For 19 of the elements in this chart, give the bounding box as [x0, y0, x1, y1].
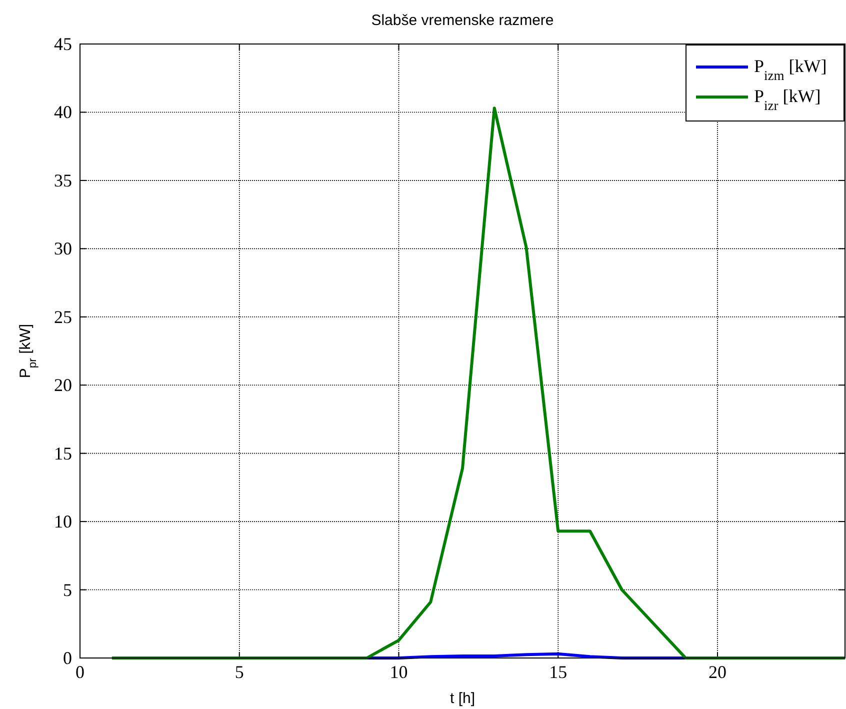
- y-tick-label: 35: [54, 170, 72, 190]
- y-tick-label: 30: [54, 238, 72, 259]
- y-tick-label: 0: [63, 648, 72, 668]
- y-tick-label: 10: [54, 512, 72, 532]
- y-tick-label: 25: [54, 306, 72, 327]
- y-tick-label: 20: [54, 375, 72, 396]
- x-tick-label: 15: [549, 662, 568, 682]
- y-tick-label: 5: [63, 580, 72, 600]
- x-tick-label: 20: [708, 662, 726, 682]
- y-tick-label: 45: [54, 34, 72, 54]
- x-axis-title: t [h]: [450, 690, 476, 707]
- legend-label: P$_{izm}$ [kW]: [754, 56, 827, 82]
- chart-title: Slabše vremenske razmere: [371, 12, 554, 29]
- x-tick-label: 0: [76, 662, 84, 682]
- x-tick-label: 5: [234, 662, 244, 682]
- y-tick-label: 40: [54, 102, 72, 122]
- y-tick-label: 15: [54, 443, 72, 464]
- legend-label: P$_{izr}$ [kW]: [754, 86, 821, 112]
- x-tick-label: 10: [390, 662, 408, 682]
